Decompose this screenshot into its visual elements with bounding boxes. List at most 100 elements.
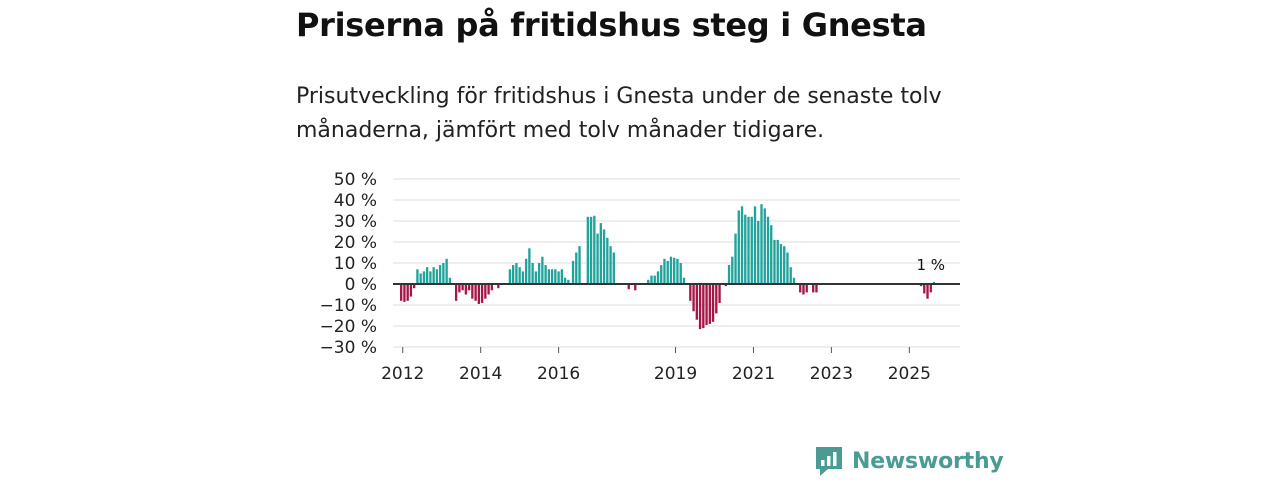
y-axis-ticks: 50 %40 %30 %20 %10 %0 %−10 %−20 %−30 %	[320, 170, 377, 358]
bar	[698, 284, 702, 330]
bar	[518, 267, 521, 284]
newsworthy-logo-icon	[816, 447, 842, 476]
bar	[596, 233, 599, 284]
bar	[458, 284, 461, 293]
y-tick-label: 50 %	[334, 170, 377, 190]
x-tick-label: 2016	[537, 364, 580, 384]
bar	[647, 279, 650, 284]
bar	[547, 269, 551, 284]
bar	[737, 210, 740, 284]
bar	[734, 233, 737, 284]
bar	[676, 258, 679, 284]
bar	[438, 265, 442, 284]
bar	[575, 252, 578, 284]
bars	[400, 204, 936, 330]
bar	[919, 284, 923, 287]
bar	[711, 284, 715, 322]
bar	[550, 269, 554, 284]
bar	[715, 284, 718, 314]
bar	[779, 244, 783, 284]
bar	[435, 269, 439, 284]
bar	[682, 277, 686, 284]
bar	[586, 216, 590, 284]
bar	[412, 284, 416, 289]
bar	[593, 215, 596, 284]
bar	[484, 284, 487, 299]
bar	[770, 225, 773, 284]
bar	[612, 252, 615, 284]
bar	[653, 275, 656, 284]
bar	[923, 284, 926, 294]
y-tick-label: 0 %	[345, 275, 377, 295]
x-tick-label: 2021	[732, 364, 775, 384]
bar	[534, 271, 538, 284]
bar	[760, 204, 763, 284]
bar	[750, 216, 753, 284]
bar	[403, 284, 406, 302]
bar	[487, 284, 490, 295]
bar	[776, 239, 779, 284]
bar	[929, 284, 932, 293]
bar	[528, 248, 531, 284]
bar	[673, 257, 676, 284]
bar	[602, 229, 606, 284]
bar	[432, 267, 435, 284]
bar	[708, 284, 711, 324]
y-tick-label: 40 %	[334, 191, 377, 211]
y-tick-label: −10 %	[320, 296, 377, 316]
bar	[442, 263, 445, 284]
bar	[634, 284, 637, 291]
bar	[695, 284, 698, 320]
bar	[663, 258, 666, 284]
y-tick-label: −20 %	[320, 317, 377, 337]
bar	[467, 284, 471, 291]
bar	[747, 216, 750, 284]
bar	[926, 284, 929, 299]
bar	[480, 284, 484, 303]
x-tick-label: 2023	[810, 364, 853, 384]
bar	[445, 258, 448, 284]
bar	[786, 252, 789, 284]
bar	[815, 284, 818, 293]
chart-subtitle: Prisutveckling för fritidshus i Gnesta u…	[296, 84, 942, 143]
bar	[531, 263, 534, 284]
bar	[416, 269, 419, 284]
bar	[802, 284, 805, 295]
bar	[425, 267, 429, 284]
bar	[541, 256, 544, 284]
bar	[409, 284, 413, 297]
bar	[406, 284, 409, 301]
bar	[497, 284, 500, 289]
bar	[422, 271, 426, 284]
bar	[589, 216, 593, 284]
bar	[763, 208, 766, 284]
bar	[660, 265, 663, 284]
bar	[471, 284, 474, 299]
bar	[805, 284, 808, 293]
bar	[571, 260, 575, 284]
y-tick-label: 30 %	[334, 212, 377, 232]
bar	[792, 277, 796, 284]
bar	[515, 263, 518, 284]
y-tick-label: 10 %	[334, 254, 377, 274]
bar	[718, 284, 721, 303]
bar	[567, 279, 570, 284]
bar	[679, 263, 682, 284]
bar	[666, 260, 669, 284]
bar	[554, 269, 557, 284]
bar	[400, 284, 403, 301]
bar	[744, 214, 747, 284]
brand[interactable]: Newsworthy	[814, 445, 1004, 477]
bar	[606, 237, 609, 284]
bar	[508, 269, 512, 284]
x-tick-label: 2025	[888, 364, 931, 384]
bar	[766, 216, 770, 284]
bar	[560, 269, 564, 284]
bar	[753, 206, 757, 284]
x-tick-label: 2014	[459, 364, 502, 384]
bar	[692, 284, 695, 312]
bar	[724, 284, 727, 287]
bar	[789, 267, 792, 284]
bar	[740, 206, 744, 284]
